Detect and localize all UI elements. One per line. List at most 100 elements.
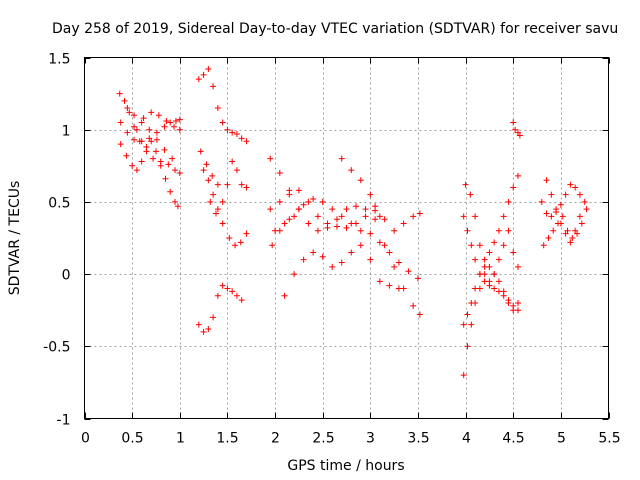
data-point <box>333 216 340 223</box>
data-point <box>121 97 128 104</box>
data-point <box>310 249 317 256</box>
data-point <box>138 119 145 126</box>
data-point <box>557 201 564 208</box>
data-point <box>468 242 475 249</box>
data-point <box>281 220 288 227</box>
data-point <box>472 256 479 263</box>
data-point <box>372 203 379 210</box>
axis-ticks <box>84 57 610 420</box>
data-point <box>495 288 502 295</box>
data-point <box>124 105 131 112</box>
data-point <box>372 216 379 223</box>
data-point <box>300 256 307 263</box>
data-point <box>281 292 288 299</box>
data-point <box>163 118 170 125</box>
data-point <box>210 314 217 321</box>
data-points <box>116 66 590 379</box>
data-point <box>381 242 388 249</box>
data-point <box>391 263 398 270</box>
y-tick-label: 1 <box>62 124 71 140</box>
data-point <box>550 227 557 234</box>
x-tick-label: 5.5 <box>598 431 620 447</box>
data-point <box>514 299 521 306</box>
series-arc-a1 <box>116 90 183 177</box>
data-point <box>400 220 407 227</box>
data-point <box>376 213 383 220</box>
data-point <box>395 285 402 292</box>
data-point <box>205 177 212 184</box>
data-point <box>233 167 240 174</box>
data-point <box>126 109 133 116</box>
data-point <box>157 162 164 169</box>
data-point <box>510 119 517 126</box>
data-point <box>152 148 159 155</box>
data-point <box>146 126 153 133</box>
data-point <box>414 275 421 282</box>
chart-title: Day 258 of 2019, Sidereal Day-to-day VTE… <box>52 21 618 37</box>
data-point <box>572 184 579 191</box>
data-point <box>319 253 326 260</box>
data-point <box>468 299 475 306</box>
series-arc-d2 <box>460 172 521 328</box>
x-tick-label: 3.5 <box>407 431 429 447</box>
series-arc-b5 <box>197 148 221 188</box>
data-point <box>543 210 550 217</box>
x-tick-label: 4.5 <box>502 431 524 447</box>
data-point <box>117 141 124 148</box>
data-point <box>472 213 479 220</box>
data-point <box>514 172 521 179</box>
data-point <box>226 235 233 241</box>
x-tick-label: 1 <box>176 431 185 447</box>
series-arc-e3 <box>543 177 583 246</box>
x-tick-label: 1.5 <box>216 431 238 447</box>
data-point <box>203 161 210 168</box>
data-point <box>338 213 345 220</box>
y-tick-label: 1.5 <box>48 52 70 68</box>
series-arc-a5 <box>133 109 183 133</box>
data-point <box>124 129 131 136</box>
data-point <box>367 256 374 263</box>
data-point <box>212 210 219 217</box>
data-point <box>169 155 176 162</box>
data-point <box>324 224 331 231</box>
data-point <box>176 126 183 133</box>
data-point <box>295 206 302 213</box>
data-point <box>238 135 245 142</box>
series-arc-d3 <box>460 213 521 314</box>
data-point <box>267 206 274 213</box>
series-arc-b4 <box>207 198 250 249</box>
data-point <box>214 292 221 299</box>
data-point <box>583 206 590 213</box>
x-tick-label: 0.5 <box>121 431 143 447</box>
data-point <box>476 242 483 249</box>
data-point <box>238 181 245 188</box>
series-arc-a2 <box>117 116 183 145</box>
data-point <box>209 172 216 179</box>
data-point <box>376 239 383 246</box>
data-point <box>333 223 340 230</box>
data-point <box>200 71 207 78</box>
data-point <box>362 213 369 220</box>
data-point <box>460 213 467 220</box>
data-point <box>410 302 417 309</box>
data-point <box>243 138 250 145</box>
data-point <box>238 297 245 304</box>
data-point <box>200 167 207 174</box>
data-point <box>133 126 140 133</box>
data-point <box>481 263 488 270</box>
data-point <box>464 311 471 318</box>
y-tick-label: -0.5 <box>43 340 70 356</box>
plot-frame <box>84 57 609 419</box>
data-point <box>210 83 217 90</box>
data-point <box>224 285 231 292</box>
data-point <box>510 249 517 256</box>
data-point <box>205 66 212 73</box>
data-point <box>553 206 560 213</box>
data-point <box>207 198 214 205</box>
data-point <box>357 227 364 234</box>
data-point <box>348 249 355 256</box>
data-point <box>569 235 576 241</box>
data-point <box>243 230 250 237</box>
data-point <box>343 206 350 213</box>
